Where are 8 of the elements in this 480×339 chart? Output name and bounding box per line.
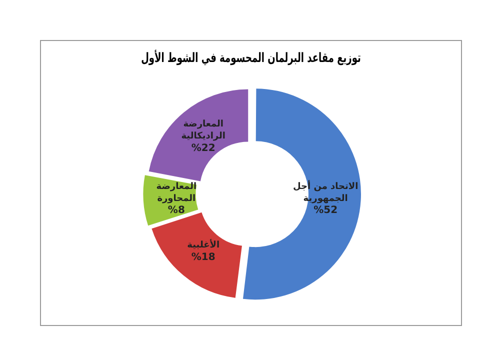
chart-title: توزيع مقاعد البرلمان المحسومة في الشوط الأول — [141, 49, 361, 66]
data-label: %22 — [191, 142, 216, 154]
data-label: %52 — [314, 205, 338, 216]
data-label: %18 — [191, 252, 216, 263]
slice-label: المعارضة الراديكالية — [181, 120, 226, 142]
data-label: %8 — [168, 205, 185, 216]
slice-label: المعارضة المحاورة — [156, 182, 197, 204]
slice-label: الأغلبية — [187, 238, 220, 251]
